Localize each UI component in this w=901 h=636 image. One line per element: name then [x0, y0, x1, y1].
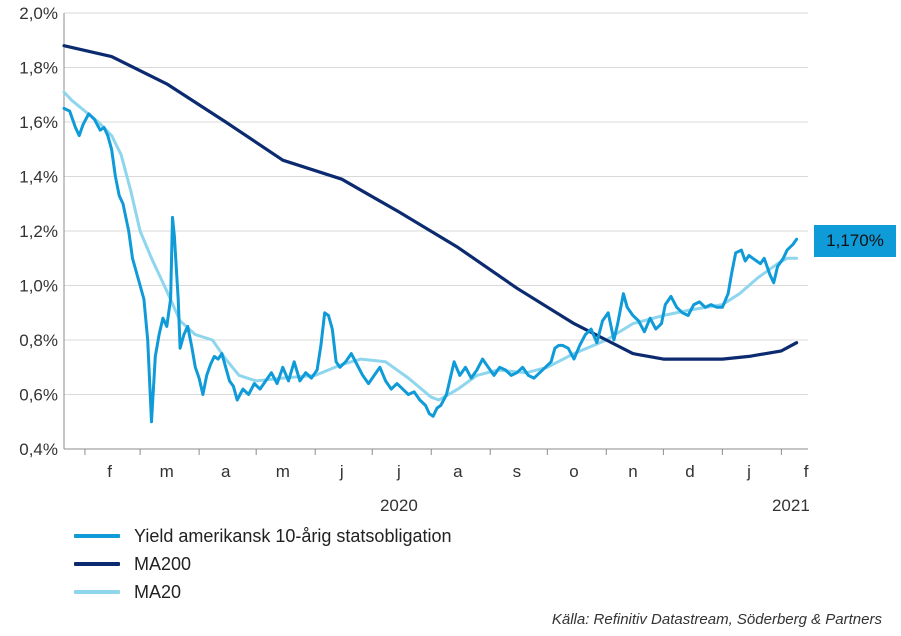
x-tick-label: j: [339, 462, 344, 481]
legend-label: MA20: [134, 581, 182, 602]
legend-swatch-ma200: [74, 562, 120, 566]
x-tick-label: n: [628, 462, 637, 481]
x-tick-label: f: [804, 462, 809, 481]
legend-swatch-yield: [74, 534, 120, 538]
y-tick-label: 1,6%: [19, 113, 58, 132]
x-tick-label: a: [453, 462, 463, 481]
x-tick-label: o: [569, 462, 578, 481]
gridlines: [64, 12, 808, 450]
legend-item-ma20: MA20: [74, 578, 452, 606]
y-tick-label: 0,4%: [19, 440, 58, 459]
y-tick-label: 0,6%: [19, 386, 58, 405]
series-line-0: [62, 106, 799, 424]
legend: Yield amerikansk 10-årig statsobligation…: [74, 522, 452, 606]
y-tick-label: 1,0%: [19, 277, 58, 296]
x-tick-label: j: [396, 462, 401, 481]
legend-label: MA200: [134, 553, 192, 574]
y-tick-label: 2,0%: [19, 4, 58, 23]
last-value-label: 1,170%: [814, 225, 896, 257]
x-tick-label: d: [685, 462, 694, 481]
x-year-label: 2021: [772, 496, 810, 515]
legend-label: Yield amerikansk 10-årig statsobligation: [134, 525, 452, 546]
series-line-2: [62, 90, 799, 402]
x-year-label: 2020: [380, 496, 418, 515]
y-tick-label: 1,4%: [19, 168, 58, 187]
x-tick-label: m: [160, 462, 174, 481]
x-tick-label: j: [746, 462, 751, 481]
x-tick-label: f: [107, 462, 112, 481]
legend-swatch-ma20: [74, 590, 120, 594]
x-tick-label: m: [276, 462, 290, 481]
series-line-1: [62, 44, 799, 361]
legend-item-ma200: MA200: [74, 550, 452, 578]
y-tick-label: 1,8%: [19, 59, 58, 78]
x-tick-label: s: [513, 462, 522, 481]
y-tick-label: 0,8%: [19, 331, 58, 350]
source-note: Källa: Refinitiv Datastream, Söderberg &…: [551, 611, 882, 628]
legend-item-yield: Yield amerikansk 10-årig statsobligation: [74, 522, 452, 550]
x-axis: f m a m j j a s o n d j f 2020 2021: [64, 448, 810, 515]
y-axis: 2,0% 1,8% 1,6% 1,4% 1,2% 1,0% 0,8% 0,6% 0,4%: [19, 4, 65, 459]
series-lines: [62, 44, 799, 424]
x-tick-label: a: [221, 462, 231, 481]
y-tick-label: 1,2%: [19, 222, 58, 241]
